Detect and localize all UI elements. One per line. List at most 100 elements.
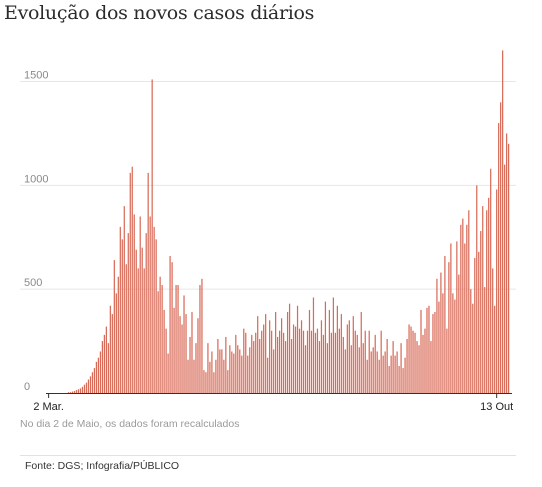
bar (311, 331, 312, 393)
bar (414, 333, 415, 393)
bar (74, 391, 75, 393)
bar (400, 343, 401, 393)
bar (365, 331, 366, 393)
bar (82, 387, 83, 393)
bar (114, 260, 115, 393)
bar (219, 349, 220, 393)
bar (229, 345, 230, 393)
bar (349, 320, 350, 393)
bar (438, 302, 439, 393)
bar (329, 310, 330, 393)
bar (385, 351, 386, 393)
bar (90, 376, 91, 393)
bar (458, 275, 459, 393)
x-tick-label: 2 Mar. (33, 401, 64, 413)
bar (321, 320, 322, 393)
bar (490, 169, 491, 393)
bar (273, 349, 274, 393)
bar (253, 341, 254, 393)
bar (185, 314, 186, 393)
bar (355, 331, 356, 393)
bar (181, 324, 182, 393)
bar (132, 167, 133, 393)
bar (267, 358, 268, 393)
bar (347, 324, 348, 393)
bar (287, 312, 288, 393)
bar (104, 335, 105, 393)
bar (164, 310, 165, 393)
bar (430, 341, 431, 393)
bar (158, 291, 159, 393)
bar (412, 331, 413, 393)
bar (231, 351, 232, 393)
bar (375, 335, 376, 393)
bar (325, 302, 326, 393)
bar (466, 225, 467, 393)
bar (464, 243, 465, 393)
bar (351, 345, 352, 393)
divider (20, 455, 516, 456)
bar (259, 339, 260, 393)
bar (68, 392, 69, 393)
bar (448, 262, 449, 393)
bar (217, 339, 218, 393)
bar (116, 293, 117, 393)
bar (395, 356, 396, 393)
bar (484, 287, 485, 393)
bar (94, 368, 95, 393)
bar (165, 329, 166, 393)
bar (239, 349, 240, 393)
bar (96, 362, 97, 393)
y-tick-label: 500 (24, 277, 42, 289)
bar (434, 312, 435, 393)
bar (108, 343, 109, 393)
bar (255, 333, 256, 393)
bar (454, 300, 455, 393)
bar (333, 297, 334, 393)
bar (177, 285, 178, 393)
bar (295, 327, 296, 393)
bar (162, 285, 163, 393)
bar (422, 335, 423, 393)
bar (343, 337, 344, 393)
bar (396, 351, 397, 393)
bar (452, 293, 453, 393)
bar (271, 331, 272, 393)
bar (436, 279, 437, 393)
bar (243, 329, 244, 393)
bar (476, 185, 477, 393)
bar (235, 335, 236, 393)
bar (150, 217, 151, 394)
bar (167, 354, 168, 393)
bar (353, 316, 354, 393)
bar (444, 256, 445, 393)
bar (373, 347, 374, 393)
bar (128, 233, 129, 393)
bar (156, 239, 157, 393)
bar (323, 335, 324, 393)
bar (126, 264, 127, 393)
bar (291, 339, 292, 393)
bar (500, 102, 501, 393)
bar (462, 219, 463, 393)
x-tick-label: 13 Out (480, 401, 513, 413)
bar (100, 351, 101, 393)
gridlines (20, 82, 516, 290)
bar (357, 335, 358, 393)
bar (335, 333, 336, 393)
bar (179, 316, 180, 393)
bar (78, 389, 79, 393)
bar (297, 306, 298, 393)
bar (367, 360, 368, 393)
bar (285, 341, 286, 393)
bar (110, 306, 111, 393)
bar (381, 331, 382, 393)
bar (146, 233, 147, 393)
bar (440, 273, 441, 393)
bar (265, 314, 266, 393)
bar (197, 318, 198, 393)
bar (70, 392, 71, 393)
bar (279, 331, 280, 393)
bar (233, 354, 234, 393)
bar (169, 256, 170, 393)
